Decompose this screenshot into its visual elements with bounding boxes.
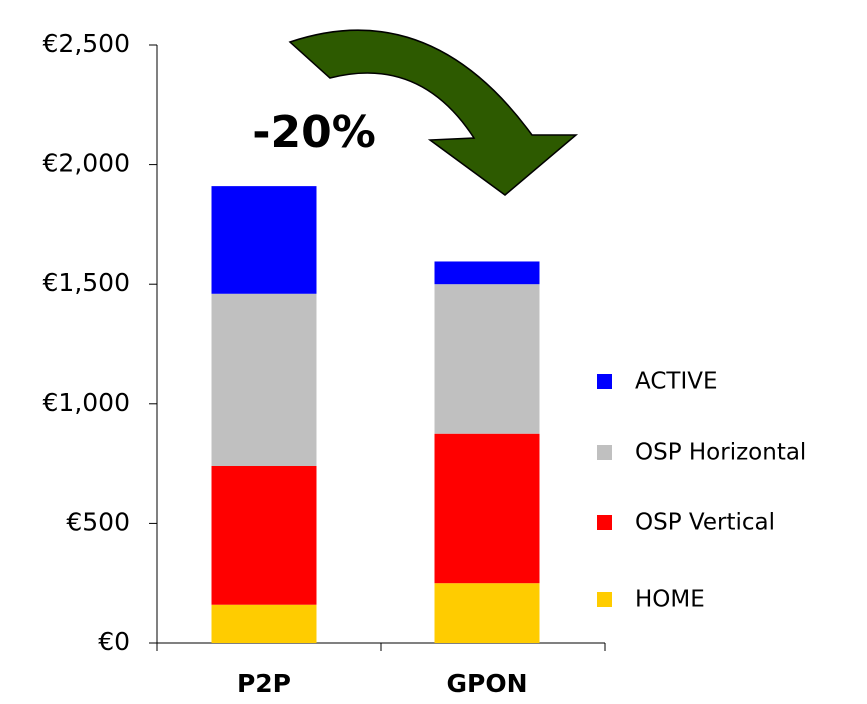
legend-label: HOME: [635, 587, 705, 613]
legend-swatch: [597, 515, 612, 530]
x-tick-label: GPON: [446, 669, 527, 698]
y-tick-label: €0: [98, 627, 130, 656]
legend-swatch: [597, 374, 612, 389]
annotation: -20%: [252, 107, 376, 158]
x-tick-label: P2P: [237, 669, 291, 698]
y-tick-label: €2,500: [43, 29, 130, 58]
arrow: [288, 29, 579, 196]
bar-segment: [211, 465, 317, 605]
bar-segment: [211, 186, 317, 294]
legend-swatch: [597, 592, 612, 607]
y-tick-label: €500: [66, 507, 130, 536]
bar-segment: [211, 604, 317, 643]
legend-label: ACTIVE: [635, 369, 718, 395]
y-tick-label: €1,500: [43, 268, 130, 297]
legend-label: OSP Horizontal: [635, 440, 806, 466]
bar-segment: [434, 284, 540, 434]
y-tick-label: €1,000: [43, 388, 130, 417]
bar-segment: [211, 293, 317, 466]
bar-segment: [434, 261, 540, 285]
y-tick-label: €2,000: [43, 149, 130, 178]
bar-segment: [434, 583, 540, 643]
legend-label: OSP Vertical: [635, 510, 775, 536]
bar-segment: [434, 433, 540, 584]
legend-swatch: [597, 445, 612, 460]
